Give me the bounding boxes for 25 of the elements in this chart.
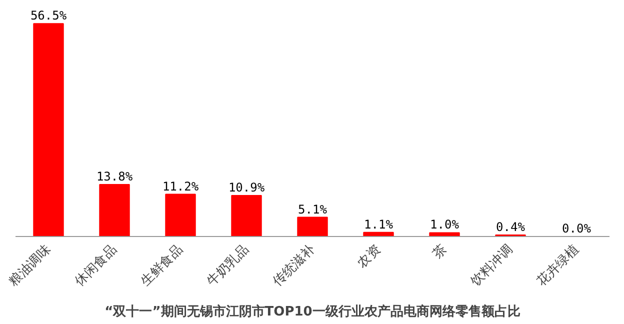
data-label: 0.4% [496,220,526,234]
data-label: 0.0% [562,222,592,236]
data-label: 1.0% [430,218,460,232]
bar [429,232,460,236]
x-tick-label: 茶 [430,242,450,262]
text: “双十一”期间无锡市江阴市TOP10一级行业农产品电商网络零售额占比 [104,304,520,320]
x-tick-label: 饮料冲调 [468,242,516,290]
x-tick-label: 生鲜食品 [138,242,186,290]
bar [231,194,262,236]
data-label: 11.2% [162,179,200,194]
x-tick-label: 花卉绿植 [534,242,582,290]
x-tick-label: 农资 [354,242,384,272]
x-tick-label: 传统滋补 [270,242,318,290]
bar [33,23,64,236]
bar [297,216,328,236]
data-label: 5.1% [298,202,328,216]
data-label: 1.1% [364,217,394,232]
data-label: 13.8% [96,170,134,184]
bar [99,184,130,236]
data-label: 56.5% [30,8,68,23]
bar [165,194,196,236]
data-label: 10.9% [228,180,266,194]
x-tick-label: 牛奶乳品 [204,242,252,290]
x-tick-label: 粮油调味 [6,242,54,290]
x-tick-label: 休闲食品 [72,242,120,290]
